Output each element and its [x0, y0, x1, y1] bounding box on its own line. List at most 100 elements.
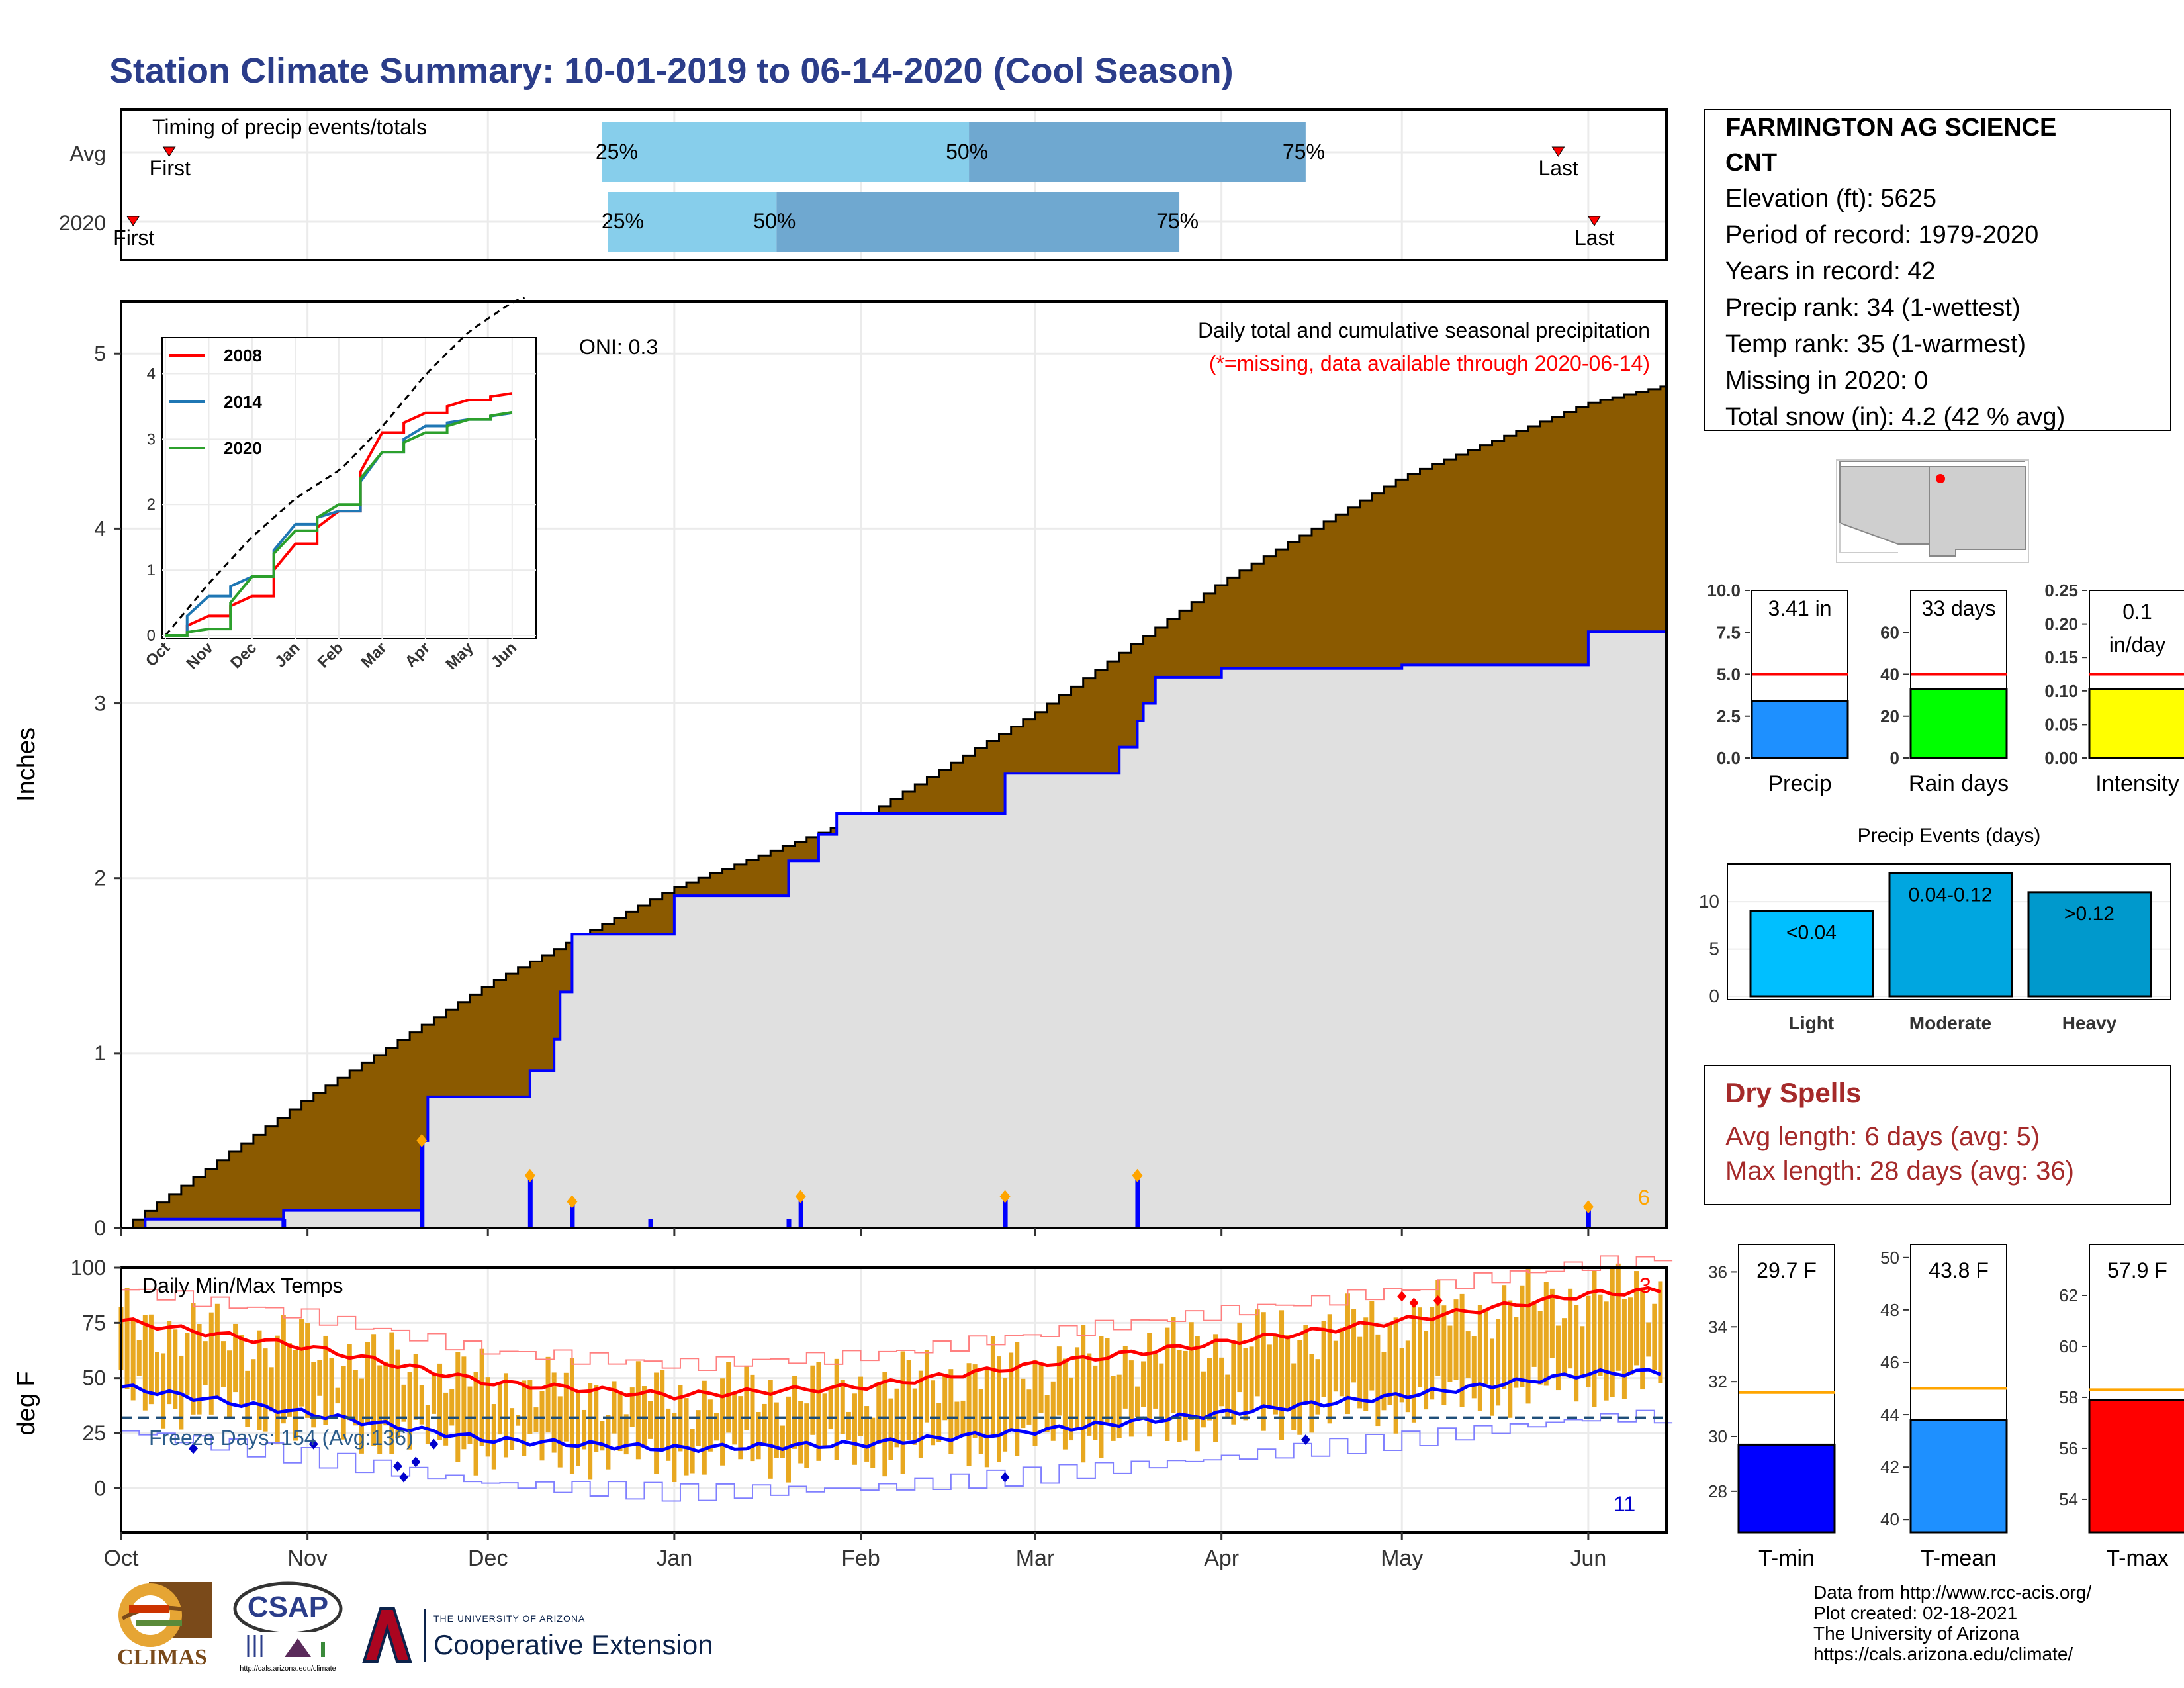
- daily-temp-bar: [1369, 1301, 1375, 1391]
- daily-temp-bar: [1093, 1365, 1098, 1440]
- daily-temp-bar: [359, 1378, 364, 1454]
- daily-temp-bar: [167, 1321, 172, 1405]
- precip-count-label: 6: [1638, 1186, 1650, 1209]
- daily-temp-bar: [1147, 1333, 1152, 1437]
- daily-temp-bar: [1604, 1301, 1609, 1401]
- daily-temp-bar: [1315, 1359, 1320, 1415]
- daily-temp-bar: [227, 1350, 232, 1419]
- events-bar: [1749, 910, 1874, 998]
- daily-temp-bar: [1652, 1303, 1657, 1370]
- daily-temp-bar: [629, 1387, 635, 1427]
- events-bar-label: 0.04-0.12: [1909, 884, 1993, 906]
- csap-logo: CSAP http://cals.arizona.edu/climate: [228, 1579, 347, 1678]
- daily-temp-bar: [203, 1341, 208, 1385]
- daily-temp-bar: [1105, 1338, 1110, 1423]
- daily-temp-bar: [1483, 1311, 1488, 1385]
- daily-temp-bar: [876, 1382, 882, 1444]
- pct-label: 50%: [753, 209, 796, 233]
- first-label: First: [113, 226, 154, 250]
- month-tick-label: Jun: [1570, 1546, 1606, 1571]
- daily-temp-bar: [588, 1383, 593, 1480]
- daily-temp-bar: [672, 1413, 677, 1482]
- daily-temp-bar: [389, 1332, 394, 1454]
- mini-bar-value-text: 3.41 in: [1768, 596, 1831, 620]
- daily-temp-bar: [1075, 1347, 1080, 1430]
- month-tick-label: Dec: [468, 1546, 508, 1571]
- last-label: Last: [1574, 226, 1615, 250]
- station-info: FARMINGTON AG SCIENCE CNT Elevation (ft)…: [1704, 109, 2171, 431]
- temp-bar-tick: 62: [2059, 1286, 2078, 1305]
- daily-temp-bar: [1363, 1317, 1369, 1411]
- daily-temp-bar: [1009, 1352, 1014, 1429]
- daily-temp-bar: [1634, 1271, 1639, 1366]
- month-tick-label: Nov: [287, 1546, 327, 1571]
- daily-temp-bar: [720, 1378, 725, 1466]
- precip-ytick: 2: [94, 867, 106, 890]
- precip-ytick: 4: [94, 516, 106, 540]
- daily-temp-bar: [1555, 1325, 1561, 1391]
- inset-avg-line: [164, 296, 525, 636]
- daily-temp-bar: [1032, 1360, 1038, 1446]
- daily-temp-bar: [1285, 1335, 1291, 1410]
- record-low-line: [121, 1409, 1673, 1502]
- daily-temp-bar: [455, 1352, 461, 1462]
- daily-temp-bar: [1471, 1336, 1477, 1399]
- mini-bar-xlabel: Precip: [1768, 771, 1831, 796]
- low-count-label: 11: [1614, 1492, 1635, 1516]
- daily-temp-bar: [516, 1415, 521, 1426]
- timing-row-2020: 2020: [59, 211, 106, 235]
- temp-bar-value-text: 43.8 F: [1929, 1258, 1989, 1282]
- dry-spells-max: Max length: 28 days (avg: 36): [1725, 1156, 2074, 1186]
- daily-temp-bar: [1610, 1266, 1615, 1397]
- daily-temp-bar: [1333, 1340, 1338, 1392]
- daily-temp-bar: [623, 1414, 629, 1455]
- daily-temp-bar: [792, 1376, 797, 1449]
- mini-bar-charts: 0.0 2.5 5.0 7.5 10.0 3.41 in Precip 0 20 40 60 33 d…: [1707, 581, 2184, 796]
- daily-temp-bar: [1447, 1325, 1453, 1382]
- temp-bar-tick: 42: [1880, 1457, 1899, 1477]
- temp-bar-tick: 34: [1708, 1317, 1727, 1336]
- daily-temp-bar: [1537, 1311, 1543, 1385]
- daily-temp-bar: [931, 1380, 936, 1446]
- station-line: Total snow (in): 4.2 (42 % avg): [1725, 403, 2065, 431]
- precip-panel: 0 1 2 3 4 5 Inches ONI: 0.3 Daily total and c…: [13, 296, 1668, 1240]
- daily-temp-bar: [551, 1372, 557, 1453]
- daily-temp-bar: [774, 1402, 779, 1458]
- daily-temp-bar: [864, 1406, 870, 1462]
- station-line: Period of record: 1979-2020: [1725, 221, 2038, 249]
- month-tick-label: May: [1381, 1546, 1423, 1571]
- record-low-marker: [308, 1438, 318, 1450]
- daily-temp-bar: [948, 1369, 954, 1454]
- daily-temp-bar: [612, 1381, 617, 1434]
- temp-bar-tick: 40: [1880, 1509, 1899, 1529]
- events-title: Precip Events (days): [1858, 825, 2041, 847]
- precip-events-chart: Precip Events (days) <0.04 Light 0.04-0.12…: [1699, 825, 2171, 1033]
- events-xlabel: Light: [1789, 1013, 1834, 1033]
- daily-temp-bar: [798, 1401, 803, 1464]
- daily-temp-bar: [1339, 1327, 1344, 1397]
- daily-temp-bar: [1225, 1374, 1230, 1418]
- daily-temp-bar: [1465, 1331, 1471, 1378]
- temp-ytick: 100: [71, 1256, 106, 1280]
- daily-temp-bar: [882, 1372, 887, 1477]
- temp-bar-value-text: 57.9 F: [2107, 1258, 2167, 1282]
- daily-temp-bar: [1122, 1346, 1128, 1409]
- daily-temp-bar: [1159, 1363, 1164, 1423]
- daily-temp-bar: [239, 1335, 244, 1406]
- precip-ytick: 0: [94, 1216, 106, 1240]
- daily-temp-bar: [1062, 1358, 1068, 1450]
- daily-temp-bar: [1411, 1302, 1416, 1423]
- mini-bar-xlabel: Intensity: [2095, 771, 2179, 796]
- footer-line: The University of Arizona: [1813, 1623, 2020, 1644]
- daily-temp-bar: [365, 1342, 371, 1425]
- temp-bar-value: [2088, 1399, 2184, 1534]
- daily-temp-bar: [924, 1350, 929, 1423]
- temp-bar-xlabel: T-min: [1758, 1546, 1815, 1571]
- month-tick-label: Apr: [1204, 1546, 1239, 1571]
- daily-temp-bar: [142, 1315, 148, 1411]
- daily-temp-bar: [828, 1386, 833, 1430]
- precip-ytick: 3: [94, 692, 106, 716]
- daily-temp-bar: [401, 1384, 406, 1422]
- daily-temp-bar: [1430, 1307, 1435, 1400]
- daily-temp-bar: [1219, 1357, 1224, 1407]
